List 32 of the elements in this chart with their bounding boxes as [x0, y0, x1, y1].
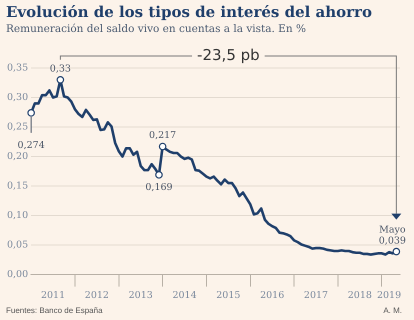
x-tick-label: 2012 [84, 290, 109, 301]
text: A. M. [383, 306, 402, 315]
point [56, 76, 64, 84]
point [392, 248, 400, 256]
point [27, 109, 35, 117]
y-tick-label: 0,05 [6, 240, 28, 251]
x-tick-label: 2019 [376, 290, 402, 301]
y-tick-label: 0,20 [6, 151, 28, 162]
point [158, 142, 166, 150]
chart-subtitle: Remuneración del saldo vivo en cuentas a la vista. En % [6, 23, 306, 35]
annotation: 0,217 [149, 130, 176, 142]
y-tick-label: 0,00 [6, 269, 28, 280]
annotation: Mayo 0,039 [378, 224, 406, 246]
x-tick-label: 2011 [40, 290, 66, 301]
y-tick-label: 0,30 [6, 92, 28, 103]
y-tick-label: 0,35 [6, 62, 28, 74]
source-note: Fuentes: Banco de España [6, 306, 103, 315]
chart-title: Evolución de los tipos de interés del ahorro [6, 3, 372, 21]
y-tick-label: 0,25 [6, 121, 28, 132]
x-tick-label: 2018 [348, 290, 372, 301]
text: -23,5 pb [197, 46, 260, 64]
annotation: 0,169 [145, 182, 173, 194]
x-tick-label: 2016 [260, 290, 284, 301]
x-tick-label: 2014 [172, 290, 197, 301]
annotation: 0,274 [18, 140, 45, 152]
y-tick-label: 0,15 [6, 180, 28, 192]
x-tick-label: 2013 [128, 290, 153, 301]
y-tick-label: 0,10 [6, 210, 28, 222]
x-tick-label: 2017 [304, 290, 328, 301]
point [155, 171, 163, 179]
annotation: 0,33 [50, 64, 71, 75]
x-tick-label: 2015 [216, 290, 240, 301]
